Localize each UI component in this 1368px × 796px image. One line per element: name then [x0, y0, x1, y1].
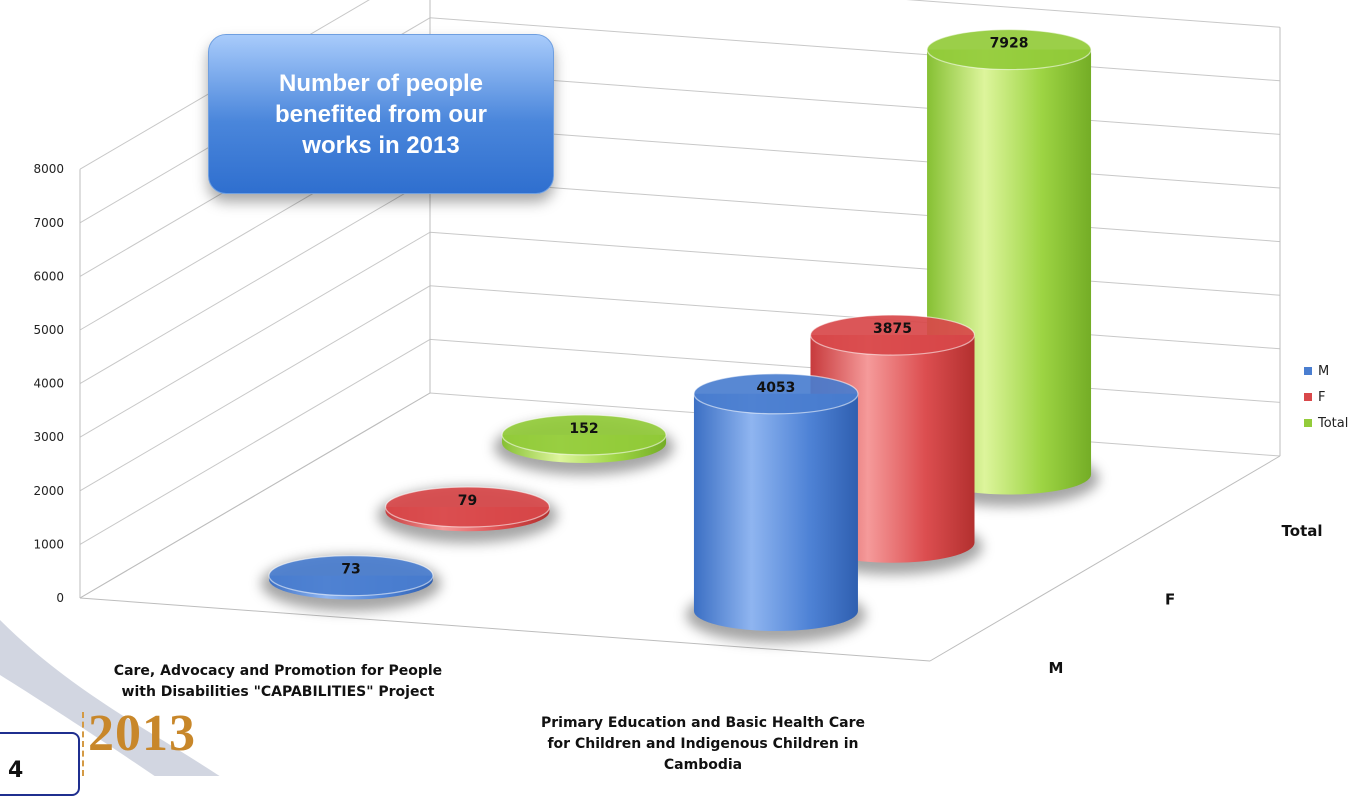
category-label: Cambodia: [664, 757, 742, 773]
category-label: Care, Advocacy and Promotion for People: [114, 663, 442, 679]
axis-line: [929, 455, 1281, 662]
bar-top: [926, 28, 1092, 71]
data-label: 73: [341, 562, 360, 578]
category-label: for Children and Indigenous Children in: [547, 736, 858, 752]
y-tick-label: 1000: [33, 537, 64, 551]
bars: 152 7928 79 3875 73 4053: [260, 28, 1100, 644]
y-tick-label: 0: [56, 591, 64, 605]
bar: 79: [377, 486, 558, 544]
legend-swatch: [1304, 393, 1312, 401]
bar-top: [501, 414, 667, 456]
legend-label: Total: [1318, 415, 1349, 431]
bar-top: [809, 314, 976, 356]
gridline: [79, 285, 1281, 492]
gridline: [79, 338, 1281, 545]
y-tick-label: 7000: [33, 216, 64, 230]
chart-title-callout: Number of people benefited from our work…: [208, 34, 554, 194]
legend-item: Total: [1304, 410, 1348, 436]
y-tick-label: 2000: [33, 484, 64, 498]
depth-axis-labels: M F Total: [1048, 522, 1322, 677]
bar-top: [693, 373, 859, 415]
gridline: [79, 178, 1281, 385]
data-label: 152: [569, 421, 598, 437]
y-tick-label: 8000: [33, 162, 64, 176]
bar-top: [384, 486, 551, 528]
category-labels: Care, Advocacy and Promotion for People w…: [114, 663, 865, 773]
legend-label: M: [1318, 363, 1330, 379]
gridline: [79, 392, 1281, 599]
data-label: 79: [458, 493, 477, 509]
decorative-arc: [0, 620, 220, 776]
depth-label: Total: [1282, 522, 1323, 540]
legend-item: M: [1304, 358, 1348, 384]
data-label: 4053: [756, 380, 795, 396]
depth-label: M: [1048, 659, 1063, 677]
category-label: Primary Education and Basic Health Care: [541, 715, 865, 731]
depth-label: F: [1165, 591, 1175, 609]
legend-swatch: [1304, 367, 1312, 375]
legend-swatch: [1304, 419, 1312, 427]
bar: 73: [260, 555, 441, 612]
page-number: 4: [8, 758, 24, 783]
data-label: 7928: [990, 36, 1029, 52]
axis-line: [79, 392, 431, 599]
y-tick-label: 6000: [33, 269, 64, 283]
gridline: [79, 0, 1281, 170]
legend: M F Total: [1304, 358, 1348, 436]
y-tick-label: 4000: [33, 377, 64, 391]
y-tick-label: 5000: [33, 323, 64, 337]
year-label: 2013: [88, 705, 196, 762]
y-tick-label: 3000: [33, 430, 64, 444]
y-axis-ticks: 0 1000 2000 3000 4000 5000 6000 7000 8000: [33, 162, 64, 605]
chart-title: Number of people benefited from our work…: [274, 69, 487, 159]
category-label: with Disabilities "CAPABILITIES" Project: [122, 684, 435, 700]
bar-body: [693, 393, 858, 632]
bar: 152: [494, 414, 675, 475]
axis-line: [79, 597, 931, 662]
data-label: 3875: [873, 321, 912, 337]
gridline: [79, 231, 1281, 438]
chart: 0 1000 2000 3000 4000 5000 6000 7000 8000 M F Tota…: [0, 0, 1323, 776]
legend-item: F: [1304, 384, 1348, 410]
bar: 4053: [685, 373, 866, 644]
bar-top: [268, 555, 434, 597]
legend-label: F: [1318, 389, 1326, 405]
year-divider: [82, 712, 84, 776]
